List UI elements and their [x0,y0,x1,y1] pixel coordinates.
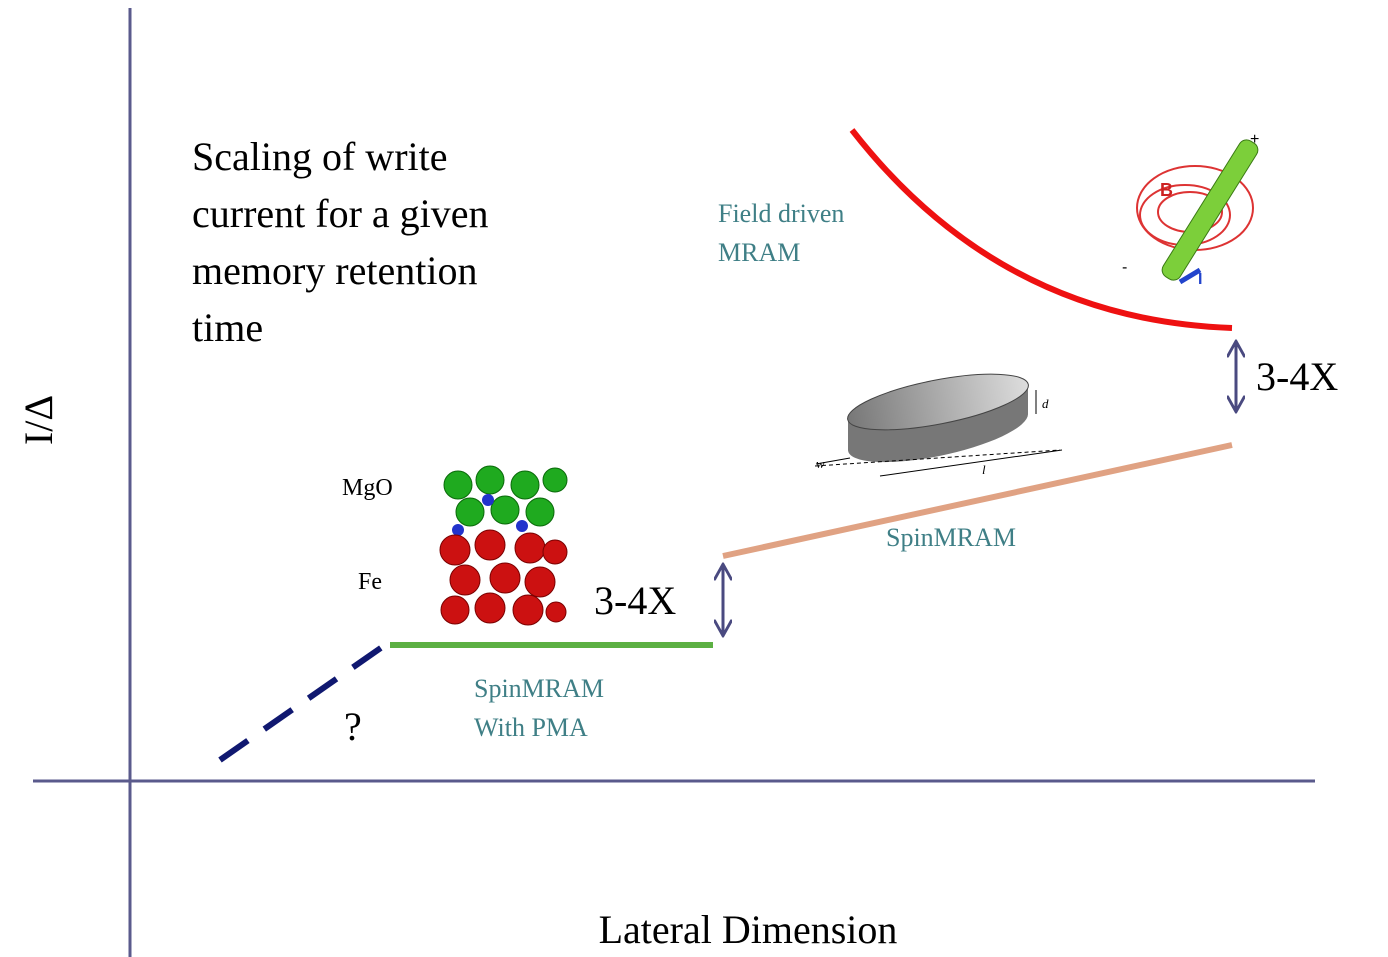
gap-label: 3-4X [1256,354,1338,399]
crystal-image [440,466,567,626]
label: MRAM [718,238,800,267]
annotation: current for a given [192,191,489,236]
solenoid-label: + [1250,131,1259,148]
label: SpinMRAM [474,674,604,703]
annotation: time [192,305,263,350]
label: With PMA [474,713,588,742]
slide: I/Δ Lateral Dimension Scaling of write c… [0,0,1388,957]
label: SpinMRAM [886,523,1016,552]
solenoid-label: B [1160,180,1173,200]
crystal-label: Fe [358,569,382,595]
x-label: Lateral Dimension [599,907,898,952]
solenoid-label: I [1198,271,1202,288]
disk-label: l [982,462,986,477]
annotation: Scaling of write [192,134,448,179]
solenoid-image [1137,137,1261,283]
gap-label: 3-4X [594,578,676,623]
question: ? [344,704,362,749]
solenoid-label: - [1122,259,1127,276]
annotation: memory retention [192,248,477,293]
disk-label: w [816,456,825,471]
crystal-label: MgO [342,475,393,501]
disk-label: d [1042,396,1049,411]
disk-image [815,363,1062,476]
y-label: I/Δ [16,395,61,445]
label: Field driven [718,199,844,228]
